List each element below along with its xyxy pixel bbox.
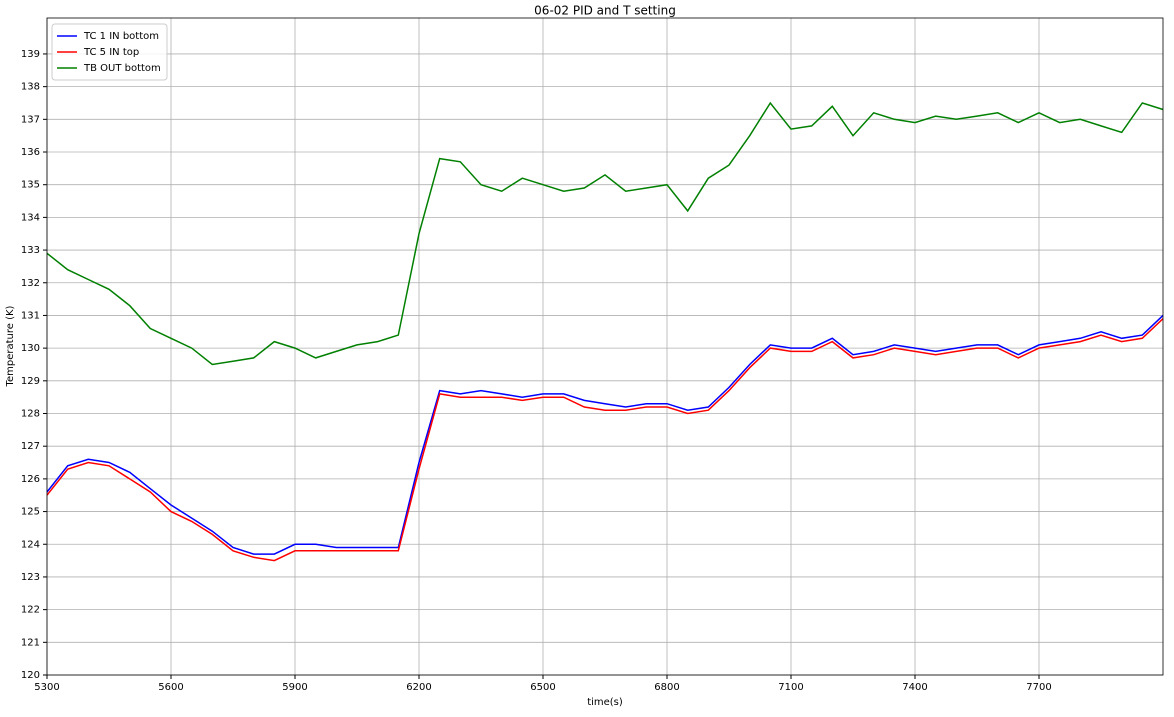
series-line <box>46 101 1164 366</box>
series-line <box>46 318 1164 562</box>
x-tick-label: 5600 <box>158 682 183 693</box>
y-tick-label: 120 <box>21 670 40 681</box>
y-tick-label: 135 <box>21 180 40 191</box>
y-tick-label: 130 <box>21 343 40 354</box>
y-tick-label: 122 <box>21 605 40 616</box>
y-axis-label: Temperature (K) <box>5 305 16 387</box>
x-tick-label: 7400 <box>902 682 927 693</box>
y-tick-label: 129 <box>21 376 40 387</box>
x-tick-label: 7700 <box>1026 682 1051 693</box>
y-tick-label: 138 <box>21 82 40 93</box>
y-tick-label: 139 <box>21 49 40 60</box>
y-tick-label: 137 <box>21 114 40 125</box>
y-tick-label: 134 <box>21 212 40 223</box>
chart-title: 06-02 PID and T setting <box>534 4 676 18</box>
legend-label: TC 1 IN bottom <box>83 31 159 42</box>
y-tick-label: 132 <box>21 278 40 289</box>
y-tick-label: 125 <box>21 507 40 518</box>
x-tick-label: 7100 <box>778 682 803 693</box>
legend-box <box>51 23 168 81</box>
y-tick-label: 123 <box>21 572 40 583</box>
y-tick-label: 133 <box>21 245 40 256</box>
x-tick-label: 5900 <box>282 682 307 693</box>
y-tick-label: 124 <box>21 539 40 550</box>
x-tick-label: 5300 <box>34 682 59 693</box>
y-tick-label: 136 <box>21 147 40 158</box>
y-tick-label: 131 <box>21 310 40 321</box>
y-tick-label: 126 <box>21 474 40 485</box>
plot-frame <box>46 17 1164 676</box>
y-tick-label: 128 <box>21 409 40 420</box>
x-tick-label: 6500 <box>530 682 555 693</box>
x-tick-label: 6800 <box>654 682 679 693</box>
y-tick-label: 121 <box>21 637 40 648</box>
legend-label: TB OUT bottom <box>83 63 161 74</box>
x-tick-label: 6200 <box>406 682 431 693</box>
legend-label: TC 5 IN top <box>83 47 139 58</box>
x-axis-label: time(s) <box>587 697 623 708</box>
y-tick-label: 127 <box>21 441 40 452</box>
series-line <box>46 314 1164 555</box>
